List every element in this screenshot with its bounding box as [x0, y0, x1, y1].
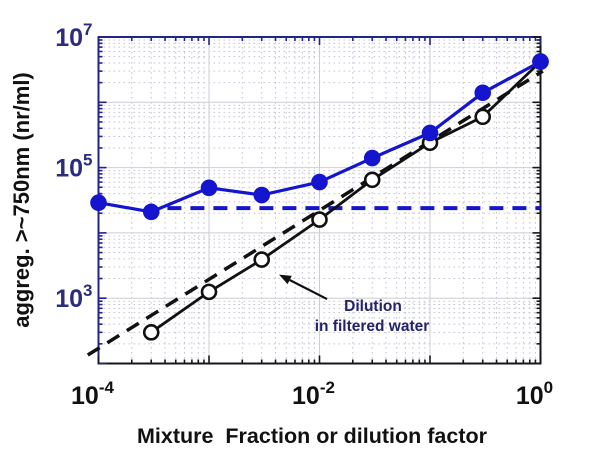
mixture-aggregates-marker [363, 149, 381, 167]
dilution-in-filtered-water-marker [363, 171, 381, 189]
dilution-in-filtered-water-marker [311, 211, 328, 228]
dilution-in-filtered-water-marker [474, 108, 492, 126]
mixture-aggregates-marker [200, 179, 218, 197]
annotation-arrow-head [278, 274, 292, 285]
annotation-line-1: Dilution [344, 298, 402, 315]
mixture-aggregates-marker [532, 53, 549, 70]
dilution-in-filtered-water-marker [142, 324, 160, 341]
proportional-dilution-reference-dashed-black-line [86, 69, 544, 357]
mixture-aggregates-marker [474, 84, 492, 102]
mixture-aggregates-marker [90, 194, 107, 212]
dilution-in-filtered-water-marker [253, 251, 271, 268]
x-axis-label: Mixture Fraction or dilution factor [137, 424, 488, 448]
dilution-in-filtered-water-line [150, 60, 542, 334]
x-tick-label: 10-2 [292, 378, 335, 410]
mixture-aggregates-marker [142, 203, 160, 221]
mixture-aggregates-marker [311, 173, 328, 191]
mixture-aggregates-marker [421, 124, 439, 142]
dilution-in-filtered-water-marker [200, 283, 218, 301]
annotation-line-2: in filtered water [315, 318, 430, 335]
y-axis-label: aggreg. >~750nm (nr/ml) [9, 72, 34, 328]
annotation-arrow-shaft [289, 279, 328, 301]
mixture-aggregates-marker [253, 186, 271, 204]
